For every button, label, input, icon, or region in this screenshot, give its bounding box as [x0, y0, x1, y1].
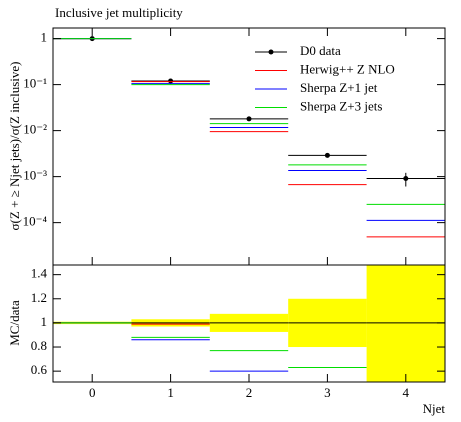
- data-point: [324, 152, 330, 158]
- y-axis-label: MC/data: [7, 300, 22, 346]
- y-tick-label: 10⁻²: [23, 122, 47, 137]
- y-tick-label: 1.2: [31, 290, 47, 305]
- data-point: [168, 78, 174, 84]
- y-tick-label: 1: [41, 314, 48, 329]
- error-band: [366, 265, 445, 382]
- y-tick-label: 10⁻⁴: [23, 214, 48, 229]
- legend-swatch: [268, 49, 274, 55]
- legend-label: Sherpa Z+1 jet: [300, 80, 378, 95]
- y-tick-label: 0.8: [31, 338, 47, 353]
- x-tick-label: 2: [246, 385, 253, 400]
- y-tick-label: 10⁻³: [23, 168, 47, 183]
- y-axis-label: σ(Z + ≥ Njet jets)/σ(Z inclusive): [7, 62, 22, 231]
- legend-label: Sherpa Z+3 jets: [300, 98, 382, 113]
- y-tick-label: 1.4: [31, 266, 48, 281]
- y-tick-label: 0.6: [31, 362, 48, 377]
- data-point: [246, 116, 252, 122]
- x-tick-label: 1: [167, 385, 174, 400]
- legend-label: Herwig++ Z NLO: [300, 61, 395, 76]
- y-tick-label: 10⁻¹: [23, 76, 47, 91]
- y-tick-label: 1: [41, 30, 48, 45]
- data-point: [403, 176, 409, 182]
- x-axis-label: Njet: [423, 401, 446, 416]
- x-tick-label: 4: [403, 385, 410, 400]
- chart-title: Inclusive jet multiplicity: [55, 5, 183, 20]
- x-tick-label: 3: [324, 385, 331, 400]
- legend-label: D0 data: [300, 43, 341, 58]
- x-tick-label: 0: [89, 385, 96, 400]
